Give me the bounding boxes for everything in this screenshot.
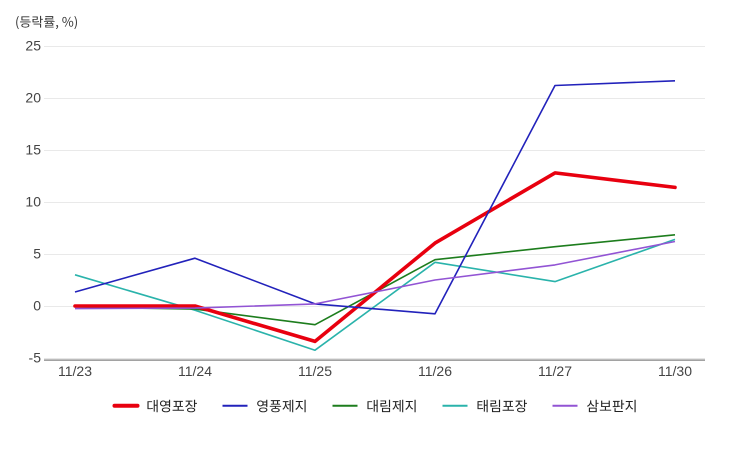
- svg-text:10: 10: [25, 194, 41, 210]
- svg-text:11/23: 11/23: [58, 363, 92, 379]
- svg-text:11/26: 11/26: [418, 363, 452, 379]
- svg-text:11/27: 11/27: [538, 363, 572, 379]
- svg-text:11/24: 11/24: [178, 363, 212, 379]
- svg-text:5: 5: [33, 246, 41, 262]
- svg-text:-5: -5: [29, 350, 42, 366]
- svg-text:11/30: 11/30: [658, 363, 692, 379]
- svg-text:0: 0: [33, 298, 41, 314]
- svg-text:11/25: 11/25: [298, 363, 332, 379]
- svg-text:25: 25: [25, 38, 41, 54]
- svg-text:20: 20: [25, 90, 41, 106]
- svg-text:15: 15: [25, 142, 41, 158]
